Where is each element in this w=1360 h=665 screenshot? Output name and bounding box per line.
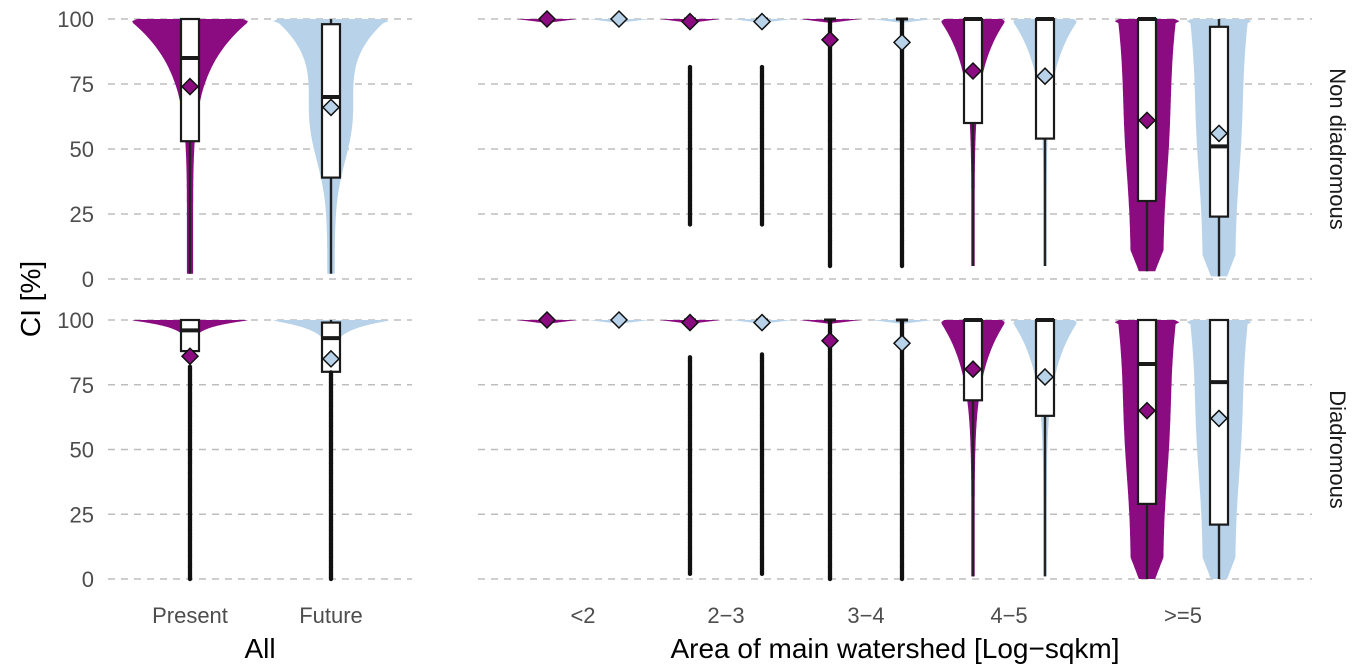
y-tick-label: 100: [57, 308, 94, 333]
mean-marker: [892, 33, 912, 52]
y-tick-label: 0: [82, 267, 94, 292]
y-tick-label: 75: [70, 373, 94, 398]
y-tick-label: 75: [70, 72, 94, 97]
x-tick-label: 4−5: [990, 603, 1027, 628]
y-tick-label: 100: [57, 7, 94, 32]
mean-marker: [321, 98, 341, 117]
mean-marker: [680, 313, 700, 332]
label-layer: 0 25 50 75 100 0 25 50 75 100 Present Future All <2 2−…: [15, 7, 1350, 664]
y-tick-label: 50: [70, 137, 94, 162]
y-tick-label: 25: [70, 202, 94, 227]
mean-marker: [963, 61, 983, 81]
outlier-point: [328, 370, 334, 375]
mean-marker: [752, 313, 772, 332]
outlier-point: [827, 318, 833, 324]
mean-marker: [537, 310, 557, 330]
outlier-point: [899, 17, 905, 23]
x-tick-label: <2: [570, 603, 595, 628]
x-tick-label: 3−4: [847, 603, 884, 628]
outlier-point: [687, 355, 693, 360]
outlier-point: [687, 64, 693, 70]
y-tick-label: 25: [70, 502, 94, 527]
mean-marker: [1209, 124, 1229, 143]
outlier-point: [827, 17, 833, 23]
x-axis-title: Area of main watershed [Log−sqkm]: [670, 633, 1119, 664]
box-layer: [179, 9, 1230, 582]
x-tick-label: 2−3: [707, 603, 744, 628]
x-tick-label: >=5: [1164, 603, 1202, 628]
mean-marker: [752, 12, 772, 31]
box-iqr: [962, 318, 984, 402]
mean-marker: [1209, 409, 1229, 428]
mean-marker: [180, 347, 200, 366]
y-tick-label: 50: [70, 438, 94, 463]
mean-marker: [609, 9, 629, 29]
box-iqr: [1034, 318, 1056, 417]
row-strip-label: Non diadromous: [1325, 68, 1350, 229]
mean-marker: [963, 360, 983, 379]
mean-marker: [680, 12, 700, 31]
mean-marker: [820, 30, 840, 49]
mean-marker: [820, 331, 840, 350]
mean-marker: [537, 9, 557, 29]
y-axis-title: CI [%]: [15, 261, 46, 337]
mean-marker: [180, 77, 200, 96]
box-iqr: [1208, 25, 1230, 218]
x-axis-title: All: [244, 633, 275, 664]
y-tick-label: 0: [82, 567, 94, 592]
mean-marker: [1035, 367, 1055, 387]
mean-marker: [1035, 67, 1055, 86]
box-iqr: [1136, 17, 1158, 203]
outlier-point: [187, 364, 193, 369]
mean-marker: [609, 310, 629, 330]
box-iqr: [179, 318, 201, 353]
x-tick-label: Future: [299, 603, 363, 628]
x-tick-label: Present: [152, 603, 228, 628]
mean-marker: [1137, 111, 1157, 130]
outlier-point: [759, 64, 765, 70]
outlier-point: [759, 352, 765, 357]
outlier-point: [899, 318, 905, 324]
row-strip-label: Diadromous: [1325, 390, 1350, 509]
mean-marker: [1137, 401, 1157, 420]
mean-marker: [892, 334, 912, 353]
mean-marker: [321, 349, 341, 368]
